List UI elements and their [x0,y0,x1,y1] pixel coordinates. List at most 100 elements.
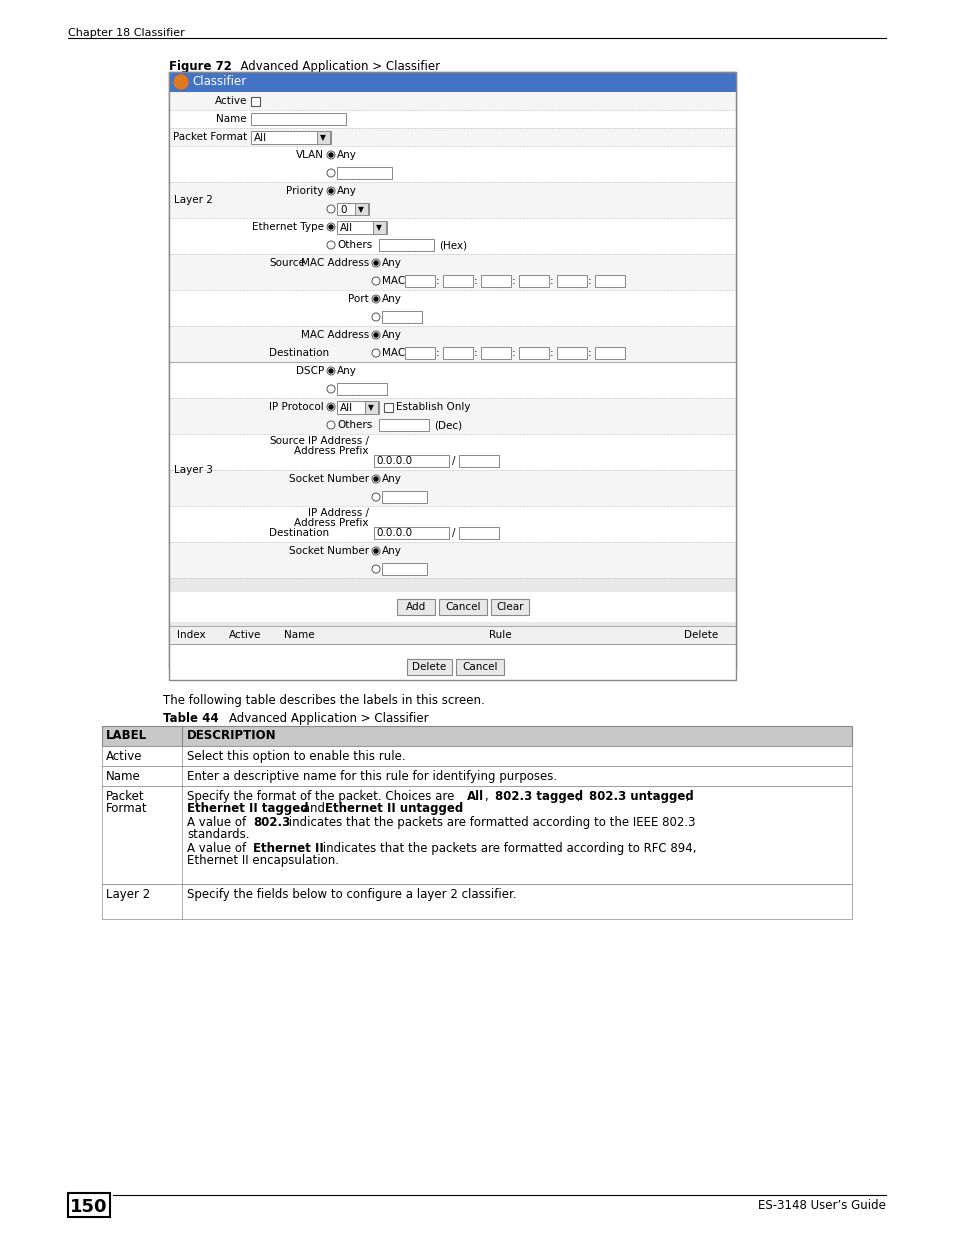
Text: (Hex): (Hex) [438,240,467,249]
Bar [336,203,369,215]
Circle shape [327,205,335,212]
Circle shape [372,295,379,303]
Circle shape [329,405,333,409]
Text: Select this option to enable this rule.: Select this option to enable this rule. [187,750,405,763]
Text: ▼: ▼ [375,224,381,232]
Bar [169,72,735,680]
Bar [169,72,735,91]
Text: indicates that the packets are formatted according to the IEEE 802.3: indicates that the packets are formatted… [285,816,695,829]
Bar [374,527,449,538]
Circle shape [329,225,333,228]
Text: Priority: Priority [286,186,324,196]
Bar [374,454,449,467]
Text: Ethernet II: Ethernet II [253,842,323,855]
Text: Chapter 18 Classifier: Chapter 18 Classifier [68,28,185,38]
Circle shape [374,261,377,266]
Bar [381,492,427,503]
Circle shape [372,277,379,285]
Text: and: and [298,802,329,815]
Text: Socket Number: Socket Number [289,546,369,556]
Text: LABEL: LABEL [106,729,147,742]
Bar [316,131,330,144]
Text: :: : [474,275,477,287]
Text: Specify the format of the packet. Choices are: Specify the format of the packet. Choice… [187,790,457,803]
Text: Source: Source [269,258,305,268]
Text: A value of: A value of [187,842,250,855]
Bar [169,643,735,655]
Text: standards.: standards. [187,827,250,841]
Text: Name: Name [284,630,314,640]
Bar [169,362,735,398]
Text: ES-3148 User’s Guide: ES-3148 User’s Guide [758,1199,885,1212]
Text: Add: Add [405,601,426,613]
Text: Specify the fields below to configure a layer 2 classifier.: Specify the fields below to configure a … [187,888,517,902]
Bar [169,471,735,506]
Bar [518,275,548,287]
Bar [169,622,735,626]
Bar [102,726,851,746]
Text: All: All [339,403,353,412]
Circle shape [372,259,379,267]
Bar [102,766,851,785]
Text: Active: Active [214,96,247,106]
Bar [169,72,735,667]
Text: Enter a descriptive name for this rule for identifying purposes.: Enter a descriptive name for this rule f… [187,769,557,783]
Text: MAC Address: MAC Address [300,258,369,268]
Bar [405,347,435,359]
Text: Delete: Delete [683,630,718,640]
Text: (Dec): (Dec) [434,420,461,430]
Text: 0.0.0.0: 0.0.0.0 [375,529,412,538]
Text: Destination: Destination [269,348,329,358]
Circle shape [327,224,335,231]
Text: Table 44: Table 44 [163,713,218,725]
Text: ▼: ▼ [357,205,363,214]
Text: The following table describes the labels in this screen.: The following table describes the labels… [163,694,484,706]
Bar [456,659,503,676]
Text: :: : [474,348,477,358]
Text: Any: Any [381,294,401,304]
Bar [169,398,735,433]
Circle shape [372,331,379,338]
Text: ▼: ▼ [319,133,326,142]
Bar [102,884,851,919]
Text: All: All [253,133,267,143]
Text: Socket Number: Socket Number [289,474,369,484]
Bar [169,626,735,643]
Bar [381,563,427,576]
Circle shape [329,153,333,157]
Bar [336,401,378,414]
Text: Advanced Application > Classifier: Advanced Application > Classifier [233,61,439,73]
Text: Rule: Rule [489,630,511,640]
Text: Destination: Destination [269,529,329,538]
Text: Packet: Packet [106,790,145,803]
Bar [169,219,735,254]
Bar [169,578,735,592]
Bar [438,599,486,615]
Circle shape [327,241,335,249]
Text: Figure 72: Figure 72 [169,61,232,73]
Circle shape [327,421,335,429]
Bar [169,326,735,362]
Text: Any: Any [381,258,401,268]
Text: Format: Format [106,802,148,815]
Bar [169,254,735,290]
Text: Layer 2: Layer 2 [106,888,150,902]
Text: DSCP: DSCP [295,366,324,375]
Text: Any: Any [381,474,401,484]
Bar [373,221,386,233]
Circle shape [372,493,379,501]
Circle shape [327,403,335,411]
Bar [557,275,586,287]
Circle shape [329,369,333,373]
Bar [169,506,735,542]
Circle shape [327,367,335,375]
Bar [169,655,735,680]
Text: 0: 0 [339,205,346,215]
Text: Establish Only: Establish Only [395,403,470,412]
Bar [169,110,735,128]
Text: Ethernet Type: Ethernet Type [252,222,324,232]
Text: MAC: MAC [381,275,405,287]
Text: indicates that the packets are formatted according to RFC 894,: indicates that the packets are formatted… [318,842,696,855]
Text: Source: Source [269,436,305,446]
Text: 802.3: 802.3 [253,816,290,829]
